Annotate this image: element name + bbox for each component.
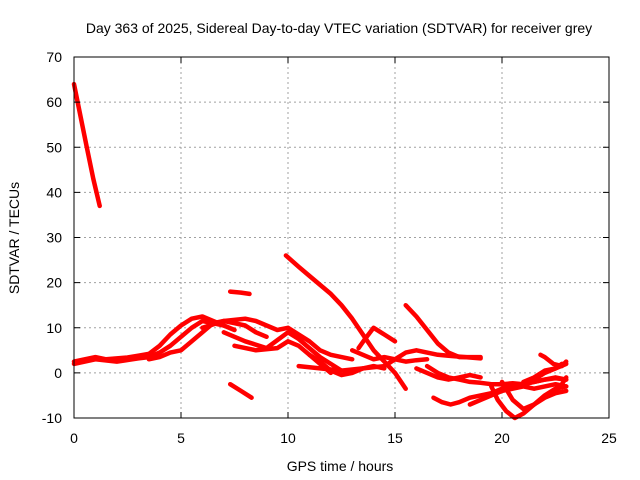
y-tick-label: 70 (46, 49, 62, 65)
axis-ticks: 0 5 10 15 20 25 -10 0 10 20 30 40 50 60 70 (42, 49, 617, 446)
y-tick-label: -10 (42, 410, 62, 426)
series-trace-14 (356, 325, 398, 351)
series-trace-13 (349, 348, 430, 364)
chart-title: Day 363 of 2025, Sidereal Day-to-day VTE… (86, 20, 592, 36)
y-axis-label: SDTVAR / TECUs (6, 182, 22, 294)
series-trace-6 (221, 330, 344, 373)
series-trace-1 (71, 81, 102, 209)
series-trace-3 (71, 318, 227, 367)
y-tick-label: 10 (46, 320, 62, 336)
series-trace-15 (403, 302, 483, 360)
x-tick-label: 15 (387, 430, 403, 446)
x-tick-label: 25 (601, 430, 617, 446)
y-tick-label: 0 (54, 365, 62, 381)
series-trace-24 (538, 352, 569, 369)
y-tick-label: 30 (46, 230, 62, 246)
y-tick-label: 40 (46, 184, 62, 200)
y-tick-label: 20 (46, 275, 62, 291)
series-trace-25 (553, 375, 569, 394)
data-series (71, 81, 569, 421)
y-tick-label: 60 (46, 94, 62, 110)
series-trace-5 (200, 316, 355, 362)
series-trace-19 (467, 381, 569, 407)
series-trace-9 (227, 381, 254, 400)
x-tick-label: 10 (280, 430, 296, 446)
y-tick-label: 50 (46, 139, 62, 155)
x-tick-label: 5 (177, 430, 185, 446)
series-trace-8 (227, 289, 252, 297)
series-trace-12 (307, 352, 387, 378)
grid (74, 57, 609, 418)
x-axis-label: GPS time / hours (287, 458, 394, 474)
x-tick-label: 20 (494, 430, 510, 446)
x-tick-label: 0 (70, 430, 78, 446)
series-trace-20 (489, 384, 569, 421)
